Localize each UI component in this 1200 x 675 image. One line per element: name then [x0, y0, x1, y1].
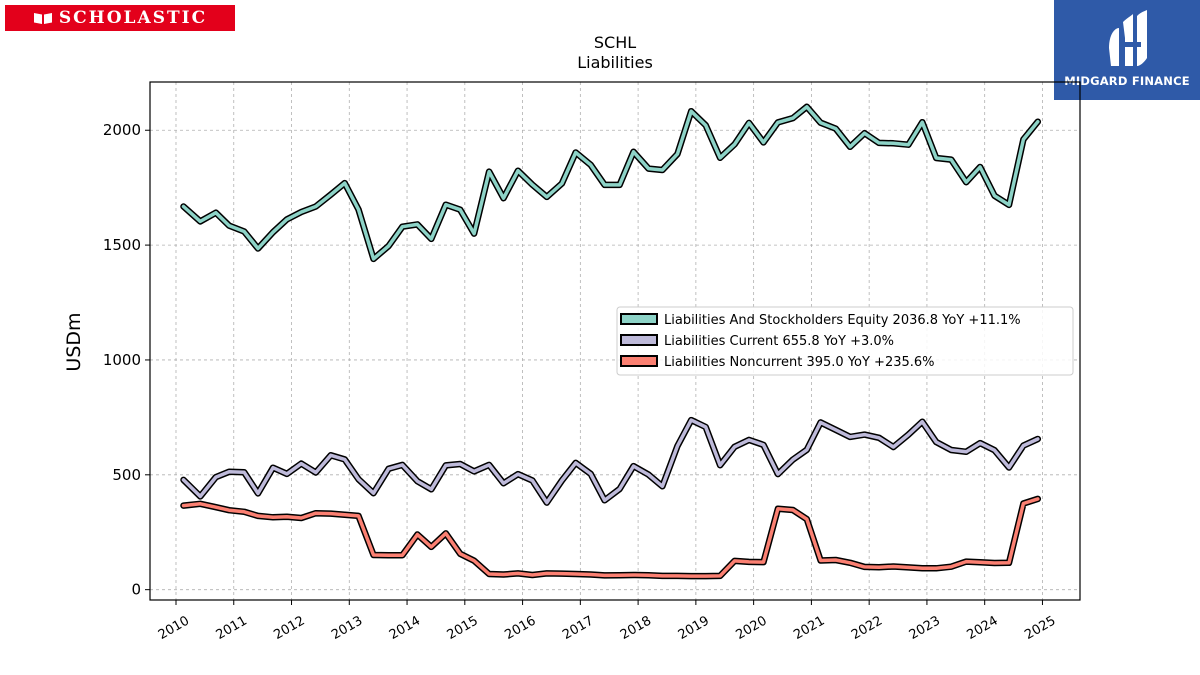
x-tick-label: 2018 [618, 613, 654, 643]
series-line [181, 105, 1040, 261]
x-tick-label: 2021 [791, 613, 827, 643]
x-tick-label: 2022 [849, 613, 885, 643]
scholastic-logo-text: SCHOLASTIC [58, 8, 208, 28]
legend-swatch [620, 355, 658, 367]
midgard-emblem-icon [1109, 10, 1147, 66]
series-line-outline [180, 103, 1042, 263]
x-tick-label: 2025 [1022, 613, 1058, 643]
x-tick-label: 2015 [445, 613, 481, 643]
x-tick-label: 2019 [676, 613, 712, 643]
y-tick-label: 1500 [103, 236, 141, 254]
series-1 [180, 103, 1042, 263]
x-tick-label: 2010 [156, 613, 192, 643]
legend-label: Liabilities Noncurrent 395.0 YoY +235.6% [664, 355, 935, 370]
x-tick-label: 2020 [733, 613, 769, 643]
series-line [181, 418, 1040, 505]
series-2 [180, 416, 1042, 506]
y-tick-label: 500 [112, 466, 141, 484]
y-axis-label: USDm [63, 312, 85, 371]
series-line [181, 497, 1040, 578]
chart-title: SCHL [594, 33, 636, 52]
legend-item: Liabilities Noncurrent 395.0 YoY +235.6% [620, 355, 935, 370]
series-3 [180, 495, 1042, 580]
y-tick-label: 0 [131, 581, 141, 599]
legend: Liabilities And Stockholders Equity 2036… [616, 306, 1074, 376]
x-tick-label: 2024 [965, 613, 1001, 643]
plot-frame [149, 81, 1081, 601]
x-tick-label: 2014 [387, 613, 423, 643]
legend-swatch [620, 334, 658, 346]
y-tick-label: 1000 [103, 351, 141, 369]
scholastic-logo: SCHOLASTIC [5, 5, 235, 31]
y-tick-label: 2000 [103, 121, 141, 139]
midgard-finance-logo: MIDGARD FINANCE [1054, 0, 1200, 100]
legend-label: Liabilities Current 655.8 YoY +3.0% [664, 334, 894, 349]
midgard-finance-logo-text: MIDGARD FINANCE [1064, 74, 1190, 88]
x-tick-label: 2012 [271, 613, 307, 643]
book-icon [33, 13, 52, 24]
x-tick-label: 2017 [560, 613, 596, 643]
legend-item: Liabilities Current 655.8 YoY +3.0% [620, 334, 894, 349]
x-tick-label: 2011 [214, 613, 250, 643]
series-line-outline [180, 495, 1042, 580]
x-tick-label: 2016 [502, 613, 538, 643]
x-tick-label: 2013 [329, 613, 365, 643]
chart-subtitle: Liabilities [577, 53, 653, 72]
x-tick-label: 2023 [907, 613, 943, 643]
legend-swatch [620, 313, 658, 325]
legend-box [616, 306, 1074, 376]
legend-item: Liabilities And Stockholders Equity 2036… [620, 313, 1021, 328]
legend-label: Liabilities And Stockholders Equity 2036… [664, 313, 1021, 328]
